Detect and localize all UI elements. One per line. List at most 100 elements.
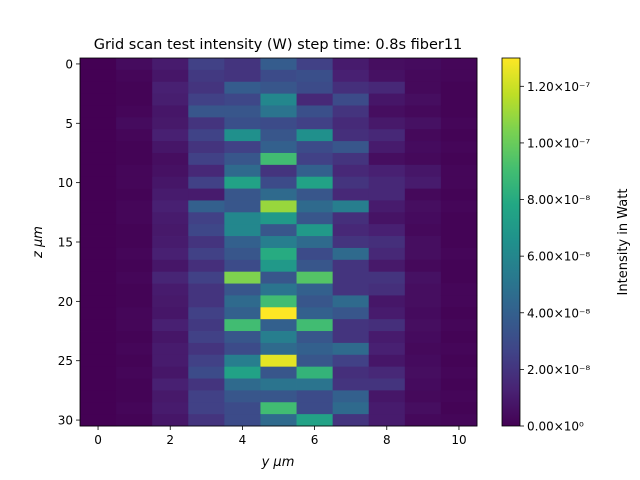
heatmap-cell — [116, 295, 153, 308]
heatmap-cell — [260, 224, 297, 237]
heatmap-cell — [116, 200, 153, 213]
x-tick-label: 4 — [239, 433, 247, 447]
heatmap-cell — [296, 236, 334, 249]
heatmap-cell — [332, 164, 370, 178]
heatmap-cell — [188, 69, 225, 83]
heatmap-cell — [332, 307, 370, 320]
heatmap-cell — [116, 129, 153, 142]
heatmap-cell — [368, 414, 406, 427]
heatmap-cell — [80, 117, 117, 130]
heatmap-cell — [296, 319, 334, 332]
heatmap-cell — [368, 93, 406, 106]
heatmap-cell — [440, 331, 478, 344]
heatmap-cell — [368, 331, 406, 344]
heatmap-cell — [296, 141, 334, 154]
heatmap-cell — [80, 414, 117, 427]
heatmap-cell — [440, 247, 478, 261]
heatmap-cell — [188, 93, 225, 106]
heatmap-cell — [116, 58, 153, 71]
heatmap-cell — [116, 236, 153, 249]
heatmap-cell — [152, 152, 189, 166]
heatmap-cell — [332, 283, 370, 296]
heatmap-cell — [404, 319, 442, 332]
heatmap-cell — [116, 164, 153, 178]
heatmap-cell — [80, 354, 117, 368]
heatmap-cell — [224, 283, 261, 296]
colorbar-tick-label: 6.00×10⁻⁸ — [527, 250, 590, 264]
heatmap-cell — [260, 105, 297, 118]
heatmap-cell — [368, 69, 406, 83]
heatmap-cell — [332, 342, 370, 356]
heatmap-cell — [332, 212, 370, 225]
heatmap-cell — [224, 93, 261, 106]
heatmap-cell — [332, 319, 370, 332]
x-tick-label: 6 — [311, 433, 319, 447]
heatmap-cell — [116, 331, 153, 344]
colorbar-tick-label: 2.00×10⁻⁸ — [527, 363, 590, 377]
x-tick-label: 8 — [383, 433, 391, 447]
heatmap-cell — [260, 295, 297, 308]
heatmap-cell — [296, 69, 334, 83]
heatmap-cell — [188, 129, 225, 142]
heatmap-cell — [152, 307, 189, 320]
heatmap-cell — [332, 141, 370, 154]
heatmap-cell — [80, 319, 117, 332]
heatmap-cell — [296, 105, 334, 118]
colorbar-tick-label: 4.00×10⁻⁸ — [527, 306, 590, 320]
heatmap-cell — [404, 283, 442, 296]
heatmap-cell — [440, 236, 478, 249]
heatmap-cell — [152, 141, 189, 154]
heatmap-cell — [368, 366, 406, 379]
heatmap-cell — [260, 152, 297, 166]
heatmap-cell — [260, 81, 297, 95]
heatmap-cell — [260, 354, 297, 368]
heatmap-cell — [404, 354, 442, 368]
heatmap-cell — [116, 69, 153, 83]
heatmap-cell — [440, 307, 478, 320]
heatmap-cell — [404, 247, 442, 261]
heatmap-cell — [188, 224, 225, 237]
heatmap-cell — [404, 176, 442, 189]
heatmap-cell — [260, 378, 297, 391]
heatmap-cell — [152, 200, 189, 213]
heatmap-cell — [404, 141, 442, 154]
heatmap-cell — [188, 247, 225, 261]
heatmap-cell — [260, 390, 297, 403]
chart-title: Grid scan test intensity (W) step time: … — [94, 37, 463, 53]
heatmap-cell — [188, 259, 225, 273]
heatmap-cell — [440, 390, 478, 403]
heatmap-cell — [152, 69, 189, 83]
heatmap-cell — [260, 259, 297, 273]
heatmap-cell — [440, 295, 478, 308]
heatmap-cell — [296, 152, 334, 166]
heatmap-cell — [404, 93, 442, 106]
heatmap-cell — [368, 319, 406, 332]
heatmap-cell — [152, 331, 189, 344]
heatmap-cell — [296, 200, 334, 213]
heatmap-cell — [152, 129, 189, 142]
heatmap-cell — [80, 271, 117, 284]
heatmap-cell — [296, 224, 334, 237]
heatmap-cell — [404, 224, 442, 237]
heatmap-cell — [332, 152, 370, 166]
heatmap-cell — [188, 378, 225, 391]
heatmap-cell — [440, 188, 478, 201]
heatmap-cell — [368, 271, 406, 284]
colorbar — [501, 57, 521, 427]
heatmap-cell — [152, 319, 189, 332]
heatmap-cell — [404, 129, 442, 142]
heatmap-cell — [116, 152, 153, 166]
heatmap-cell — [116, 366, 153, 379]
heatmap-cell — [224, 105, 261, 118]
heatmap-cell — [80, 390, 117, 403]
heatmap-cell — [296, 259, 334, 273]
heatmap-cell — [152, 105, 189, 118]
heatmap-cell — [260, 69, 297, 83]
heatmap-cell — [368, 152, 406, 166]
heatmap-cell — [116, 342, 153, 356]
heatmap-cell — [188, 402, 225, 415]
heatmap-cell — [80, 402, 117, 415]
heatmap-cell — [404, 259, 442, 273]
heatmap-cell — [260, 176, 297, 189]
colorbar-tick-label: 1.20×10⁻⁷ — [527, 80, 590, 94]
